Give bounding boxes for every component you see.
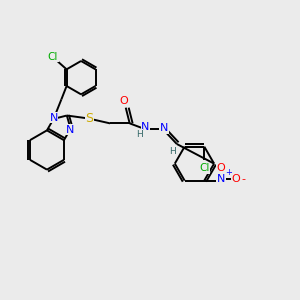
Text: H: H (136, 130, 143, 139)
Text: N: N (160, 123, 168, 133)
Text: -: - (242, 174, 245, 184)
Text: N: N (217, 174, 225, 184)
Text: N: N (141, 122, 150, 132)
Text: +: + (225, 168, 232, 177)
Text: N: N (50, 113, 58, 123)
Text: O: O (217, 163, 225, 173)
Text: Cl: Cl (48, 52, 58, 61)
Text: H: H (169, 147, 176, 156)
Text: O: O (119, 96, 128, 106)
Text: N: N (65, 125, 74, 135)
Text: O: O (231, 174, 240, 184)
Text: Cl: Cl (199, 163, 209, 173)
Text: S: S (85, 112, 93, 125)
